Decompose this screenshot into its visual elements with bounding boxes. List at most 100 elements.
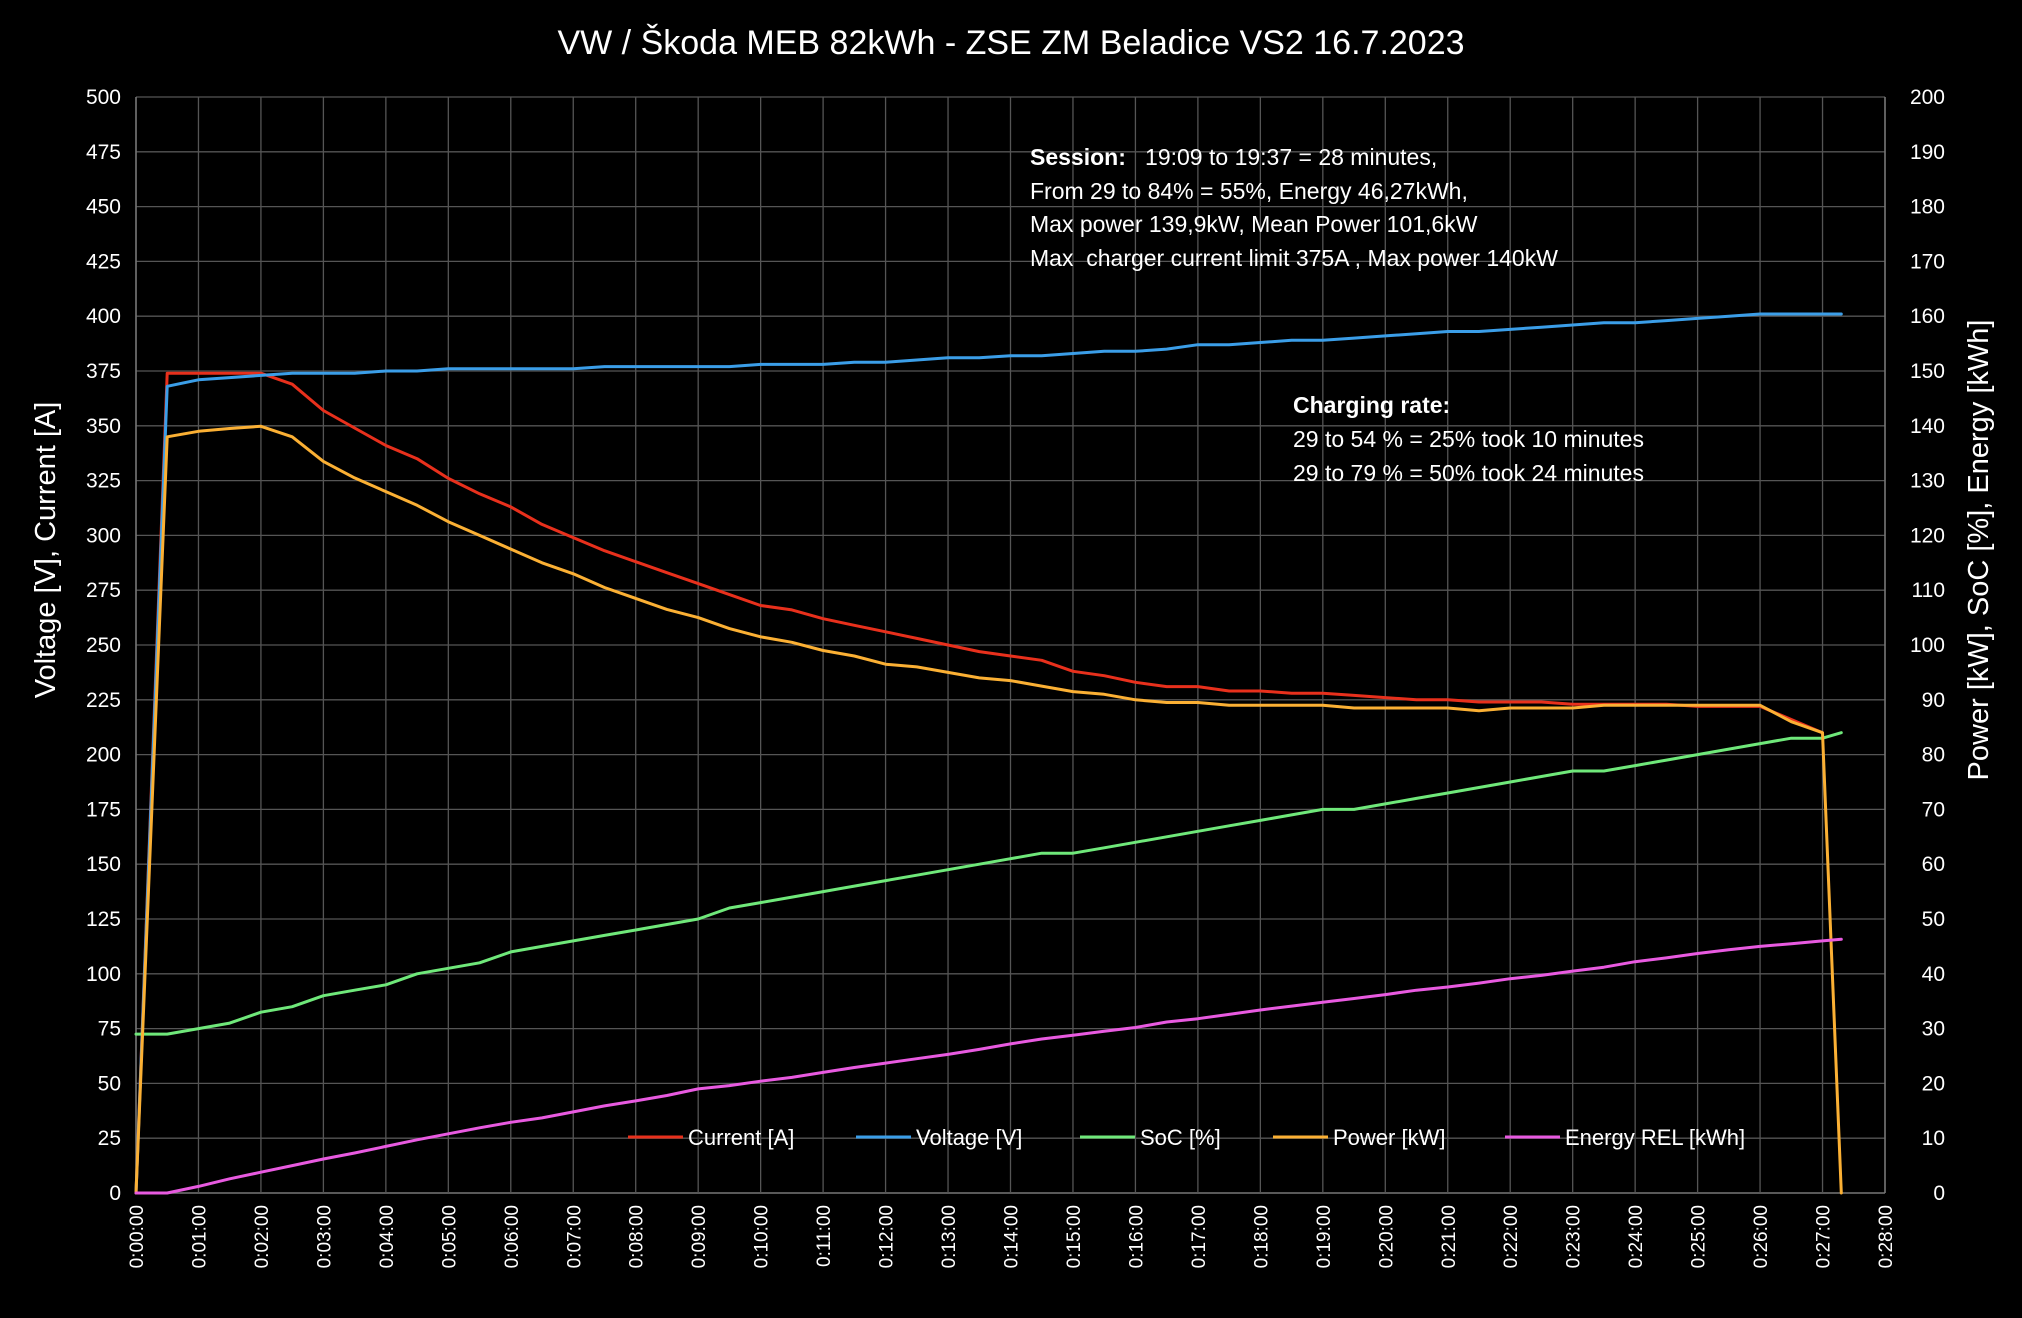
rate-annotation: Charging rate: 29 to 54 % = 25% took 10 …: [1293, 392, 1644, 486]
y-tick-left-label: 450: [86, 196, 121, 219]
y-tick-left-label: 225: [86, 689, 121, 712]
x-tick-label: 0:05:00: [439, 1205, 460, 1268]
y-tick-left-label: 500: [86, 86, 121, 109]
y-tick-left-label: 250: [86, 634, 121, 657]
y-tick-right-label: 60: [1922, 853, 1945, 876]
x-tick-label: 0:28:00: [1876, 1205, 1897, 1268]
x-tick-label: 0:10:00: [752, 1205, 773, 1268]
y-tick-left-label: 400: [86, 305, 121, 328]
legend-label: Energy REL [kWh]: [1565, 1125, 1745, 1150]
x-tick-label: 0:00:00: [127, 1205, 148, 1268]
series-line-power-kw: [134, 424, 1843, 1195]
y-axis-right-label: Power [kW], SoC [%], Energy [kWh]: [1963, 320, 1995, 781]
session-annotation-line4: Max charger current limit 375A , Max pow…: [1030, 245, 1558, 271]
grid-lines: [135, 96, 1886, 1194]
legend-label: SoC [%]: [1140, 1125, 1221, 1150]
x-tick-label: 0:17:00: [1189, 1205, 1210, 1268]
y-tick-right-label: 180: [1910, 196, 1945, 219]
x-tick-label: 0:11:00: [814, 1205, 835, 1267]
y-tick-right-label: 110: [1912, 579, 1945, 602]
x-tick-label: 0:07:00: [564, 1205, 585, 1268]
y-tick-left-label: 325: [86, 470, 121, 493]
series-line-energy-rel-kwh: [134, 937, 1843, 1195]
x-tick-label: 0:08:00: [627, 1205, 648, 1268]
legend: Current [A] Voltage [V] SoC [%] Power [kW] E…: [628, 1125, 1745, 1150]
rate-annotation-line1: 29 to 54 % = 25% took 10 minutes: [1293, 426, 1644, 452]
y-tick-right-label: 150: [1910, 360, 1945, 383]
y-tick-left-label: 175: [86, 798, 121, 821]
session-annotation-line2: From 29 to 84% = 55%, Energy 46,27kWh,: [1030, 178, 1468, 204]
y-tick-right-label: 10: [1922, 1127, 1945, 1150]
legend-label: Current [A]: [688, 1125, 794, 1150]
x-tick-label: 0:24:00: [1626, 1205, 1647, 1268]
y-tick-right-label: 100: [1910, 634, 1945, 657]
session-time: 19:09 to 19:37 = 28 minutes,: [1126, 144, 1437, 170]
x-tick-label: 0:16:00: [1126, 1205, 1147, 1268]
x-tick-label: 0:25:00: [1689, 1205, 1710, 1268]
chart-title: VW / Škoda MEB 82kWh - ZSE ZM Beladice V…: [557, 24, 1464, 62]
session-label: Session:: [1030, 144, 1126, 170]
y-tick-right-label: 20: [1922, 1072, 1945, 1095]
y-tick-left-label: 425: [86, 250, 121, 273]
y-axis-right-ticks: 0 10 20 30 40 50 60 70 80 90 100 110 120 130 140 150 160…: [1910, 86, 1945, 1205]
y-tick-left-label: 375: [86, 360, 121, 383]
y-tick-right-label: 160: [1910, 305, 1945, 328]
y-tick-left-label: 300: [86, 524, 121, 547]
x-tick-label: 0:23:00: [1564, 1205, 1585, 1268]
x-tick-label: 0:27:00: [1814, 1205, 1835, 1268]
series-lines: [134, 312, 1843, 1195]
x-tick-label: 0:13:00: [939, 1205, 960, 1268]
y-tick-left-label: 200: [86, 744, 121, 767]
x-tick-label: 0:20:00: [1376, 1205, 1397, 1268]
x-tick-label: 0:21:00: [1439, 1205, 1460, 1268]
y-tick-left-label: 75: [98, 1018, 121, 1041]
y-tick-left-label: 275: [86, 579, 121, 602]
y-tick-right-label: 170: [1910, 250, 1945, 273]
rate-label: Charging rate:: [1293, 392, 1450, 418]
series-line-soc: [134, 731, 1843, 1036]
y-tick-right-label: 80: [1922, 744, 1945, 767]
legend-label: Voltage [V]: [916, 1125, 1022, 1150]
x-tick-label: 0:09:00: [689, 1205, 710, 1268]
y-axis-left-label: Voltage [V], Current [A]: [30, 402, 62, 699]
y-tick-right-label: 200: [1910, 86, 1945, 109]
y-tick-right-label: 130: [1910, 470, 1945, 493]
x-tick-label: 0:03:00: [314, 1205, 335, 1268]
y-tick-left-label: 125: [86, 908, 121, 931]
series-line-current-a: [134, 371, 1824, 1195]
x-tick-label: 0:15:00: [1064, 1205, 1085, 1268]
y-tick-right-label: 70: [1922, 798, 1945, 821]
y-tick-right-label: 140: [1910, 415, 1945, 438]
y-tick-right-label: 40: [1922, 963, 1945, 986]
y-tick-left-label: 0: [109, 1182, 121, 1205]
y-tick-left-label: 350: [86, 415, 121, 438]
y-tick-right-label: 0: [1933, 1182, 1945, 1205]
y-tick-right-label: 30: [1922, 1018, 1945, 1041]
y-tick-left-label: 50: [98, 1072, 121, 1095]
y-tick-right-label: 50: [1922, 908, 1945, 931]
rate-annotation-line2: 29 to 79 % = 50% took 24 minutes: [1293, 460, 1644, 486]
series-line-voltage-v: [134, 312, 1843, 1195]
session-annotation-line1: Session: 19:09 to 19:37 = 28 minutes,: [1030, 144, 1437, 170]
x-tick-label: 0:04:00: [377, 1205, 398, 1268]
x-tick-label: 0:19:00: [1314, 1205, 1335, 1268]
x-tick-label: 0:06:00: [502, 1205, 523, 1268]
session-annotation: Session: 19:09 to 19:37 = 28 minutes, Fr…: [1030, 144, 1558, 271]
x-tick-label: 0:22:00: [1501, 1205, 1522, 1268]
y-tick-right-label: 90: [1922, 689, 1945, 712]
x-tick-label: 0:02:00: [252, 1205, 273, 1268]
y-tick-left-label: 475: [86, 141, 121, 164]
session-annotation-line3: Max power 139,9kW, Mean Power 101,6kW: [1030, 211, 1478, 237]
legend-label: Power [kW]: [1333, 1125, 1445, 1150]
x-tick-label: 0:01:00: [189, 1205, 210, 1268]
x-tick-label: 0:12:00: [877, 1205, 898, 1268]
x-axis-ticks: 0:00:00 0:01:00 0:02:00 0:03:00 0:04:00 0:05:…: [127, 1205, 1897, 1268]
y-axis-left-ticks: 0 25 50 75 100 125 150 175 200 225 250 275 300 325 350…: [86, 86, 121, 1205]
x-tick-label: 0:14:00: [1002, 1205, 1023, 1268]
y-tick-left-label: 25: [98, 1127, 121, 1150]
y-tick-left-label: 150: [86, 853, 121, 876]
x-tick-label: 0:26:00: [1751, 1205, 1772, 1268]
y-tick-left-label: 100: [86, 963, 121, 986]
y-tick-right-label: 120: [1910, 524, 1945, 547]
